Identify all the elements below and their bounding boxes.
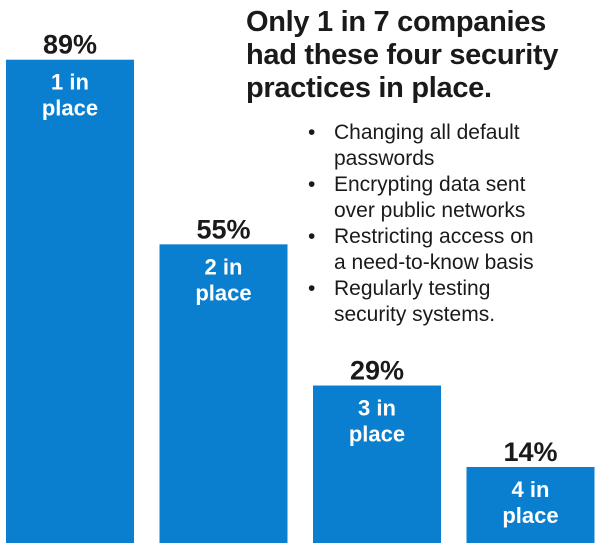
chart-title-line: practices in place. (246, 72, 492, 104)
bar (159, 244, 288, 543)
category-label: 2 in (205, 254, 243, 279)
bullet-icon: • (308, 225, 316, 248)
practice-item: • Changing all default passwords (308, 120, 534, 172)
practice-item: • Regularly testing security systems. (308, 276, 534, 328)
category-label: 1 in (51, 70, 89, 95)
practice-text: security systems. (334, 303, 496, 326)
chart-title: Only 1 in 7 companies had these four sec… (246, 6, 596, 105)
bar (466, 466, 595, 543)
value-label: 29% (350, 356, 404, 386)
chart-title-line: had these four security (246, 39, 559, 71)
category-label: place (195, 280, 251, 305)
chart-title-line: Only 1 in 7 companies (246, 6, 546, 38)
bar (6, 59, 134, 543)
practice-item: • Encrypting data sent over public netwo… (308, 172, 534, 224)
category-label: 3 in (358, 396, 396, 421)
category-label: place (502, 503, 558, 528)
practice-item: • Restricting access on a need-to-know b… (308, 224, 534, 276)
practice-text: over public networks (334, 199, 526, 222)
practice-text: passwords (334, 147, 435, 170)
practice-text: Changing all default (334, 121, 520, 144)
value-label: 14% (503, 437, 557, 467)
practices-list: • Changing all default passwords • Encry… (308, 120, 534, 328)
category-label: place (42, 96, 98, 121)
bullet-icon: • (308, 173, 316, 196)
category-label: place (349, 422, 405, 447)
value-label: 89% (43, 30, 97, 60)
bullet-icon: • (308, 121, 316, 144)
practice-text: Regularly testing (334, 277, 491, 300)
bar (313, 385, 441, 543)
practice-text: a need-to-know basis (334, 251, 534, 274)
value-label: 55% (196, 214, 250, 244)
practice-text: Restricting access on (334, 225, 534, 248)
practice-text: Encrypting data sent (334, 173, 526, 196)
category-label: 4 in (512, 477, 550, 502)
bullet-icon: • (308, 277, 316, 300)
